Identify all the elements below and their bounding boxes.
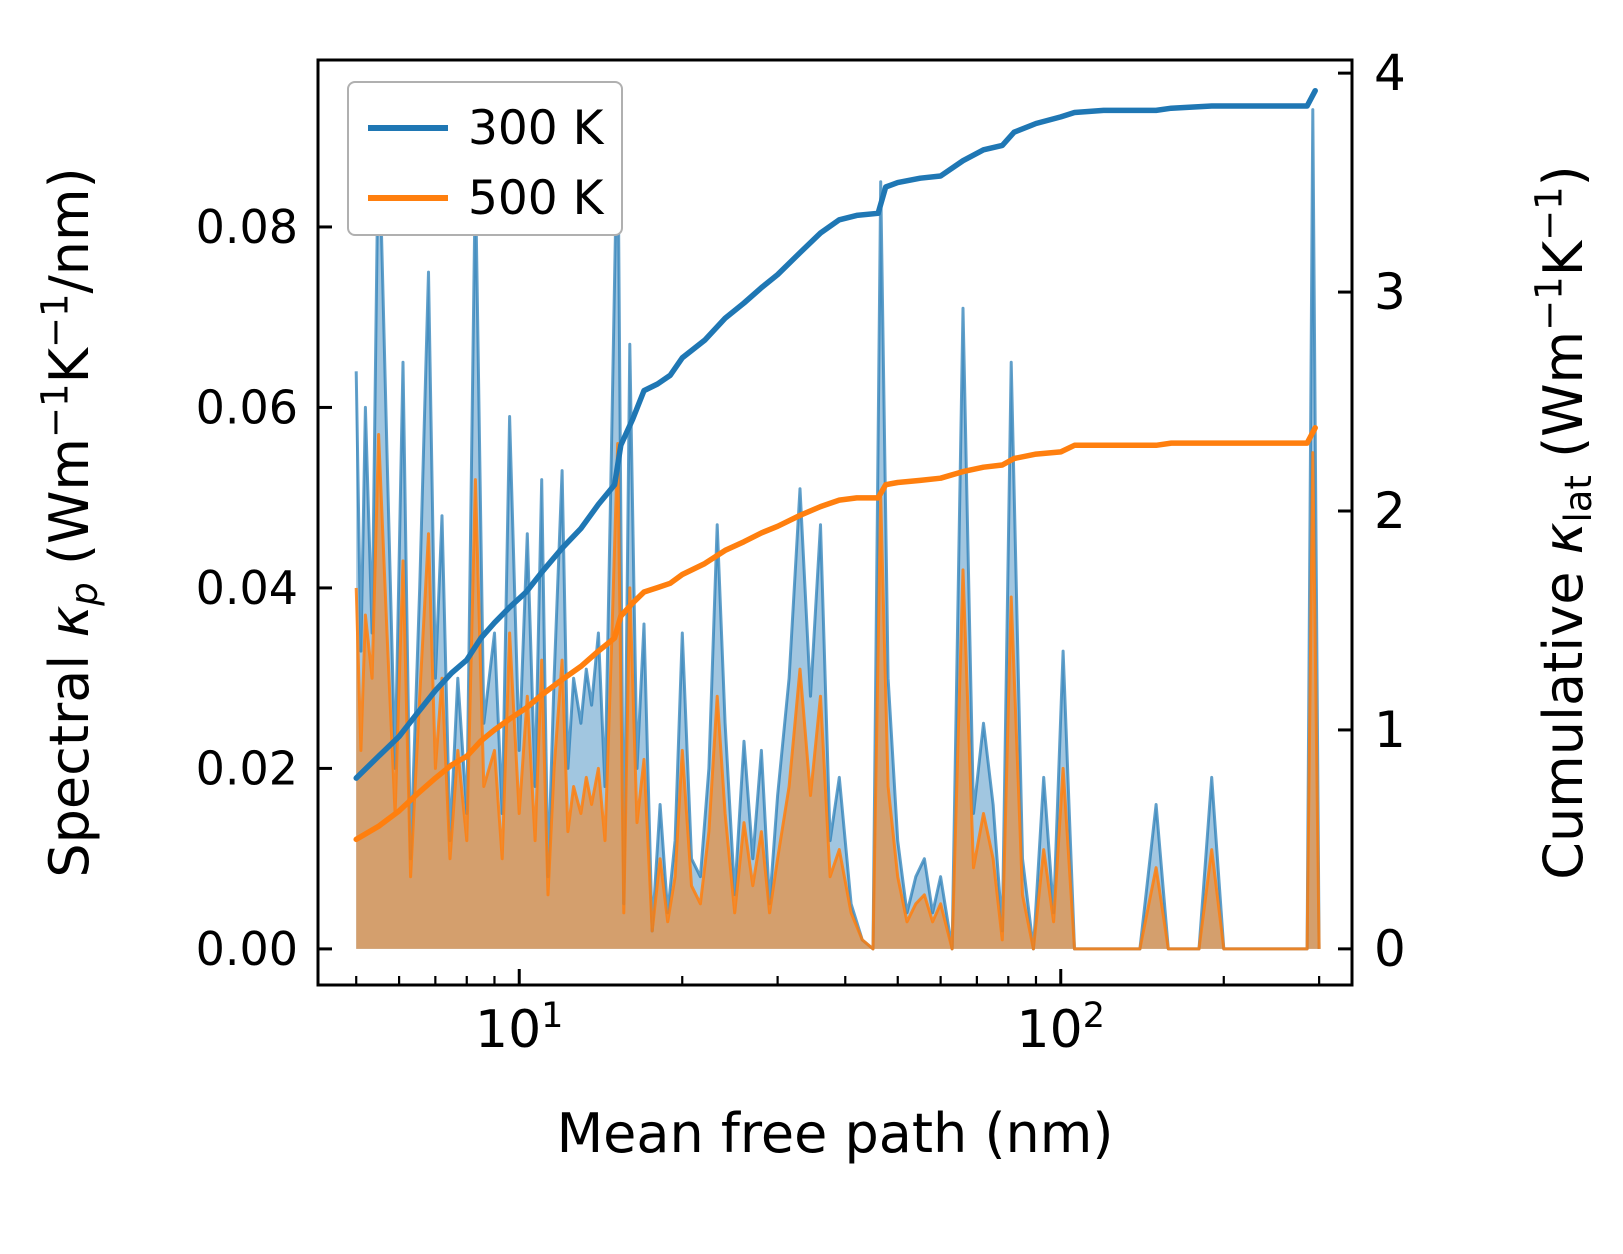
plot-area [353, 87, 1321, 951]
plot-frame [316, 58, 1354, 987]
y-right-tick-label: 2 [1374, 482, 1406, 540]
y-left-axis-label: Spectral κp (Wm−1K−1/nm) [34, 167, 107, 877]
legend: 300 K 500 K [347, 81, 623, 236]
spectral-area-500k [356, 434, 1320, 949]
y-left-tick-label: 0.02 [196, 741, 298, 795]
y-right-tick-label: 0 [1374, 920, 1406, 978]
y-right-tick-label: 4 [1374, 44, 1406, 102]
legend-label-300k: 300 K [468, 101, 605, 156]
y-right-axis-label: Cumulative κlat (Wm−1K−1) [1528, 165, 1601, 880]
spectral-area-300k [356, 109, 1320, 949]
x-tick-label: 102 [1017, 996, 1105, 1060]
y-left-tick-label: 0.06 [196, 380, 298, 434]
y-left-tick-label: 0.08 [196, 200, 298, 254]
cumulative-line-300k [353, 87, 1318, 781]
y-right-tick-label: 1 [1374, 701, 1406, 759]
y-left-tick-label: 0.00 [196, 922, 298, 976]
cumulative-line-500k [353, 425, 1318, 843]
y-right-tick-label: 3 [1374, 263, 1406, 321]
x-axis-label: Mean free path (nm) [557, 1102, 1114, 1165]
legend-label-500k: 500 K [468, 171, 605, 226]
x-tick-label: 101 [475, 996, 563, 1060]
axis-tick-labels: 0.00 0.02 0.04 0.06 0.08 0 1 2 3 4 101 102 [196, 44, 1406, 1060]
y-left-tick-label: 0.04 [196, 561, 298, 615]
spectral-line-500k [354, 433, 1321, 951]
spectral-line-300k [354, 108, 1321, 951]
